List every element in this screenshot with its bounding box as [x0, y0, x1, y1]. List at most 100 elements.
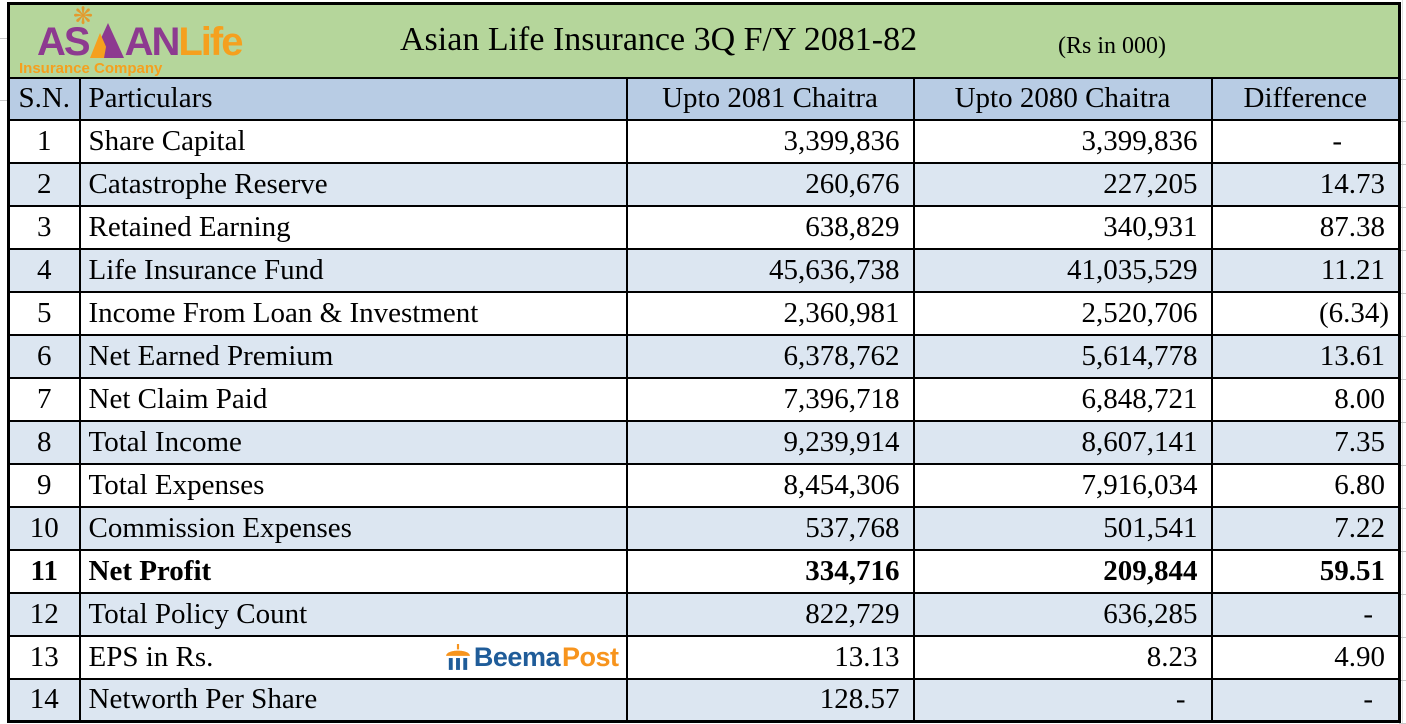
post-text: Post — [561, 641, 619, 672]
logo-text-life: Life — [178, 20, 243, 64]
sn-cell: 9 — [7, 462, 81, 508]
value-2081-cell: 334,716 — [625, 548, 915, 594]
particulars-cell: Net Earned Premium — [78, 333, 628, 379]
col-header-particulars: Particulars — [78, 76, 628, 121]
particulars-cell: Commission Expenses — [78, 505, 628, 551]
report-title: Asian Life Insurance 3Q F/Y 2081-82 — [400, 21, 918, 58]
value-2080-cell: 7,916,034 — [912, 462, 1213, 508]
sn-cell: 11 — [7, 548, 81, 594]
beema-text: Beema — [473, 641, 561, 672]
table-row-net-profit: 11 Net Profit 334,716 209,844 59.51 — [7, 548, 1401, 594]
value-2080-cell: 501,541 — [912, 505, 1213, 551]
logo-wordmark: AS ANLife — [37, 20, 243, 64]
difference-cell: 6.80 — [1210, 462, 1401, 508]
logo-subtitle: Insurance Company — [19, 60, 163, 77]
value-2081-cell: 638,829 — [625, 204, 915, 250]
table-row: 3 Retained Earning 638,829 340,931 87.38 — [7, 204, 1401, 250]
table-row: 10 Commission Expenses 537,768 501,541 7… — [7, 505, 1401, 551]
value-2080-cell: 3,399,836 — [912, 118, 1213, 164]
particulars-cell: Life Insurance Fund — [78, 247, 628, 293]
sn-cell: 8 — [7, 419, 81, 465]
value-2080-cell: 5,614,778 — [912, 333, 1213, 379]
particulars-cell: EPS in Rs. Beema Post — [78, 634, 628, 680]
title-cell: ❋ AS ANLife Insurance Company Asian Life … — [7, 2, 1401, 79]
particulars-cell: Retained Earning — [78, 204, 628, 250]
difference-cell: (6.34) — [1210, 290, 1401, 336]
value-2080-cell: 2,520,706 — [912, 290, 1213, 336]
difference-cell: - — [1210, 677, 1401, 723]
financial-results-table: ❋ AS ANLife Insurance Company Asian Life … — [7, 2, 1402, 723]
value-2081-cell: 9,239,914 — [625, 419, 915, 465]
sn-cell: 12 — [7, 591, 81, 637]
table-row: 7 Net Claim Paid 7,396,718 6,848,721 8.0… — [7, 376, 1401, 422]
sn-cell: 2 — [7, 161, 81, 207]
table-row-eps: 13 EPS in Rs. Beema Post — [7, 634, 1401, 680]
sn-cell: 14 — [7, 677, 81, 723]
particulars-cell: Total Expenses — [78, 462, 628, 508]
value-2080-cell: 41,035,529 — [912, 247, 1213, 293]
value-2081-cell: 822,729 — [625, 591, 915, 637]
col-header-2080: Upto 2080 Chaitra — [912, 76, 1213, 121]
difference-cell: 7.22 — [1210, 505, 1401, 551]
particulars-cell: Share Capital — [78, 118, 628, 164]
table-row: 6 Net Earned Premium 6,378,762 5,614,778… — [7, 333, 1401, 379]
particulars-cell: Catastrophe Reserve — [78, 161, 628, 207]
table-row: 9 Total Expenses 8,454,306 7,916,034 6.8… — [7, 462, 1401, 508]
table-row: 2 Catastrophe Reserve 260,676 227,205 14… — [7, 161, 1401, 207]
sn-cell: 10 — [7, 505, 81, 551]
difference-cell: 13.61 — [1210, 333, 1401, 379]
col-header-2081: Upto 2081 Chaitra — [625, 76, 915, 121]
particulars-label: EPS in Rs. — [88, 640, 214, 673]
difference-cell: 87.38 — [1210, 204, 1401, 250]
column-header-row: S.N. Particulars Upto 2081 Chaitra Upto … — [7, 76, 1401, 121]
particulars-cell: Total Income — [78, 419, 628, 465]
difference-cell: - — [1210, 118, 1401, 164]
value-2081-cell: 3,399,836 — [625, 118, 915, 164]
value-2081-cell: 13.13 — [625, 634, 915, 680]
gridline — [1402, 0, 1403, 724]
table-row: 8 Total Income 9,239,914 8,607,141 7.35 — [7, 419, 1401, 465]
col-header-sn: S.N. — [7, 76, 81, 121]
value-2080-cell: 636,285 — [912, 591, 1213, 637]
beemapost-watermark: Beema Post — [445, 642, 619, 673]
difference-cell: 11.21 — [1210, 247, 1401, 293]
value-2080-cell: 209,844 — [912, 548, 1213, 594]
difference-cell: 8.00 — [1210, 376, 1401, 422]
difference-cell: 14.73 — [1210, 161, 1401, 207]
particulars-cell: Networth Per Share — [78, 677, 628, 723]
table-row: 12 Total Policy Count 822,729 636,285 - — [7, 591, 1401, 637]
difference-cell: - — [1210, 591, 1401, 637]
sn-cell: 3 — [7, 204, 81, 250]
difference-cell: 7.35 — [1210, 419, 1401, 465]
title-band: ❋ AS ANLife Insurance Company Asian Life … — [7, 2, 1401, 79]
sn-cell: 1 — [7, 118, 81, 164]
value-2080-cell: 8.23 — [912, 634, 1213, 680]
table-row: 5 Income From Loan & Investment 2,360,98… — [7, 290, 1401, 336]
value-2080-cell: 340,931 — [912, 204, 1213, 250]
particulars-cell: Total Policy Count — [78, 591, 628, 637]
value-2081-cell: 7,396,718 — [625, 376, 915, 422]
sn-cell: 5 — [7, 290, 81, 336]
col-header-difference: Difference — [1210, 76, 1401, 121]
left-gridline-strip — [0, 0, 7, 724]
logo-text-as: AS — [37, 20, 91, 64]
beemapost-umbrella-icon — [446, 643, 470, 670]
value-2081-cell: 6,378,762 — [625, 333, 915, 379]
logo-triangle-icon — [89, 23, 124, 58]
particulars-cell: Income From Loan & Investment — [78, 290, 628, 336]
sn-cell: 4 — [7, 247, 81, 293]
value-2080-cell: 227,205 — [912, 161, 1213, 207]
value-2080-cell: - — [912, 677, 1213, 723]
difference-cell: 59.51 — [1210, 548, 1401, 594]
value-2081-cell: 537,768 — [625, 505, 915, 551]
sn-cell: 13 — [7, 634, 81, 680]
knot-ornament-icon: ❋ — [73, 3, 94, 30]
difference-cell: 4.90 — [1210, 634, 1401, 680]
logo-text-an: AN — [124, 20, 181, 64]
value-2081-cell: 128.57 — [625, 677, 915, 723]
sn-cell: 7 — [7, 376, 81, 422]
value-2081-cell: 260,676 — [625, 161, 915, 207]
table-row: 14 Networth Per Share 128.57 - - — [7, 677, 1401, 723]
table-row: 1 Share Capital 3,399,836 3,399,836 - — [7, 118, 1401, 164]
